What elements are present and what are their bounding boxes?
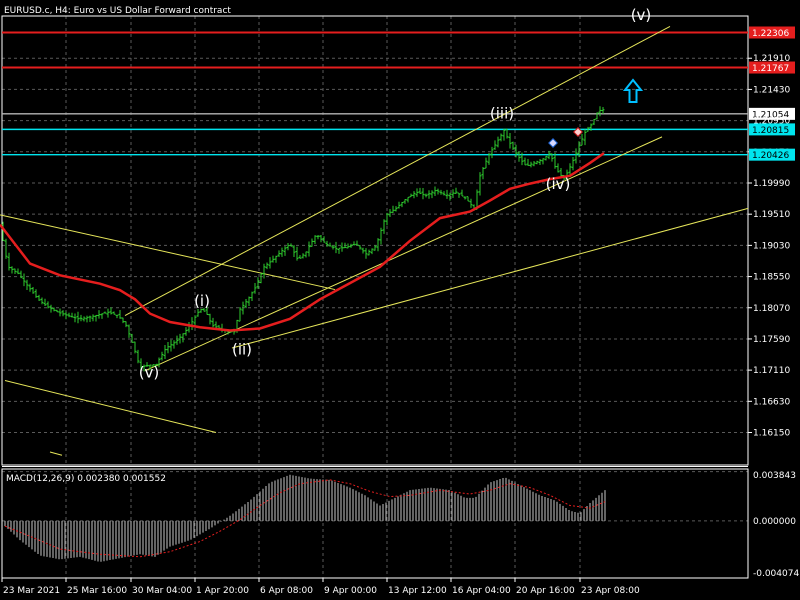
moving-average [0,152,605,332]
price-tick-label: 1.16630 [753,397,790,407]
macd-label: MACD(12,26,9) 0.002380 0.001552 [6,474,166,484]
wave-label: (i) [194,292,210,310]
price-tick-label: 1.17590 [753,335,790,345]
price-panel-frame [1,15,749,466]
last_price-price-tag [749,107,795,120]
trendline[interactable] [124,25,671,316]
wave-label: (iii) [490,105,514,123]
trendline[interactable] [49,451,63,456]
price-tick-label: 1.18550 [753,273,790,283]
trendline[interactable] [231,207,749,349]
price-tick-label: 1.20950 [753,117,790,127]
wave-labels: (v) (i) (ii) (iii) (iv) (v) [139,6,652,381]
price-tick-label: 1.19510 [753,210,790,220]
time-axis-labels: 23 Mar 2021 25 Mar 16:00 30 Mar 04:00 1 Apr… [1,578,640,596]
support-price-label: 1.20426 [752,151,789,161]
up-arrow-icon [622,78,644,103]
support-price-label: 1.20815 [752,126,789,136]
trendline[interactable] [4,380,217,433]
price-bars [1,106,605,372]
last_price-price-label: 1.21054 [752,110,789,120]
price-axis-labels: 1.219101.214301.204701.199901.195101.190… [748,26,795,439]
time-tick-label: 25 Mar 16:00 [67,586,127,596]
price-tick-label: 1.19990 [753,179,790,189]
wave-label: (ii) [232,341,252,359]
wave-label: (iv) [546,175,571,193]
time-tick-label: 23 Mar 2021 [3,586,60,596]
macd-signal-line [4,479,606,558]
resistance-price-label: 1.22306 [752,29,789,39]
moving-average-line [0,152,605,332]
time-tick-label: 23 Apr 08:00 [581,586,640,596]
trade-markers [548,127,583,148]
price-tick-label: 1.16150 [753,429,790,439]
time-tick-label: 1 Apr 20:00 [196,586,249,596]
macd-panel [4,474,606,562]
macd-tick-label: -0.004074 [753,569,799,579]
price-tick-label: 1.17110 [753,366,790,376]
macd-panel-frame [1,468,749,579]
resistance-price-tag [749,61,795,74]
support-price-tag [749,148,795,161]
time-tick-label: 9 Apr 00:00 [324,586,377,596]
macd-axis-labels: 0.003843 0.000000 -0.004074 [753,471,799,579]
trendline[interactable] [0,214,336,291]
chart-title: EURUSD.c, H4: Euro vs US Dollar Forward … [4,6,231,16]
price-tick-label: 1.21430 [753,85,790,95]
time-tick-label: 13 Apr 12:00 [388,586,447,596]
wave-label: (v) [139,363,160,381]
sell-marker-icon [573,127,583,137]
time-tick-label: 6 Apr 08:00 [260,586,313,596]
time-tick-label: 30 Mar 04:00 [132,586,192,596]
chart-frames [1,15,749,579]
time-tick-label: 20 Apr 16:00 [516,586,575,596]
resistance-price-label: 1.21767 [752,64,789,74]
buy-marker-icon [548,138,558,148]
wave-label: (v) [631,6,652,24]
price-tick-label: 1.19030 [753,241,790,251]
time-tick-label: 16 Apr 04:00 [452,586,511,596]
price-tick-label: 1.18070 [753,304,790,314]
resistance-price-tag [749,26,795,39]
price-tick-label: 1.21910 [753,54,790,64]
macd-tick-label: 0.000000 [753,517,796,527]
macd-tick-label: 0.003843 [753,471,796,481]
support-price-tag [749,123,795,136]
